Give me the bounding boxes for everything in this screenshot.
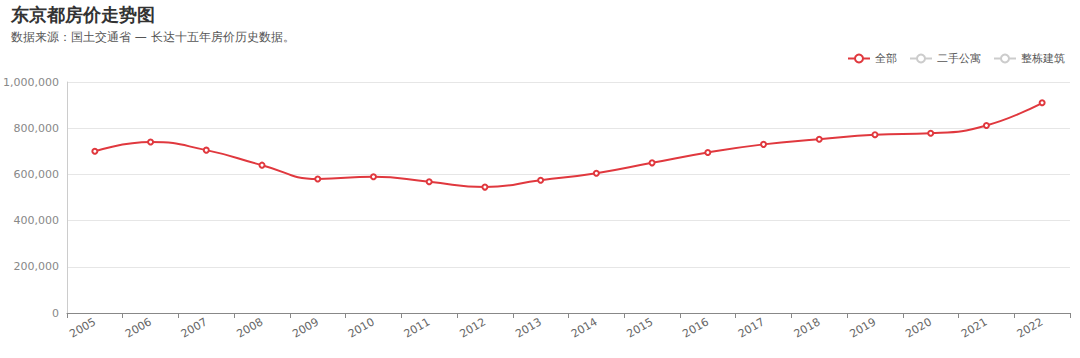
svg-text:2005: 2005 (67, 315, 98, 340)
svg-text:2011: 2011 (402, 315, 433, 340)
svg-text:400,000: 400,000 (13, 214, 59, 227)
svg-text:2014: 2014 (569, 315, 600, 340)
svg-text:600,000: 600,000 (13, 168, 59, 181)
svg-text:2017: 2017 (736, 315, 767, 340)
svg-text:2007: 2007 (179, 315, 210, 340)
svg-text:2010: 2010 (346, 315, 377, 340)
svg-text:1,000,000: 1,000,000 (3, 76, 59, 89)
svg-text:二手公寓: 二手公寓 (937, 52, 981, 65)
svg-text:2022: 2022 (1015, 315, 1046, 340)
svg-text:2008: 2008 (235, 315, 266, 340)
svg-text:2019: 2019 (847, 315, 878, 340)
svg-text:0: 0 (52, 307, 59, 320)
svg-text:整栋建筑: 整栋建筑 (1021, 52, 1065, 65)
svg-text:2020: 2020 (903, 315, 934, 340)
svg-text:2018: 2018 (792, 315, 823, 340)
svg-text:2009: 2009 (290, 315, 321, 340)
svg-text:全部: 全部 (875, 52, 897, 65)
svg-text:2012: 2012 (457, 315, 488, 340)
svg-text:200,000: 200,000 (13, 260, 59, 273)
svg-text:2021: 2021 (959, 315, 990, 340)
svg-text:东京都房价走势图: 东京都房价走势图 (10, 4, 155, 25)
svg-text:800,000: 800,000 (13, 122, 59, 135)
svg-text:2013: 2013 (513, 315, 544, 340)
svg-text:2015: 2015 (625, 315, 656, 340)
svg-text:数据来源：国土交通省 — 长达十五年房价历史数据。: 数据来源：国土交通省 — 长达十五年房价历史数据。 (11, 30, 295, 44)
svg-text:2016: 2016 (680, 315, 711, 340)
svg-text:2006: 2006 (123, 315, 154, 340)
